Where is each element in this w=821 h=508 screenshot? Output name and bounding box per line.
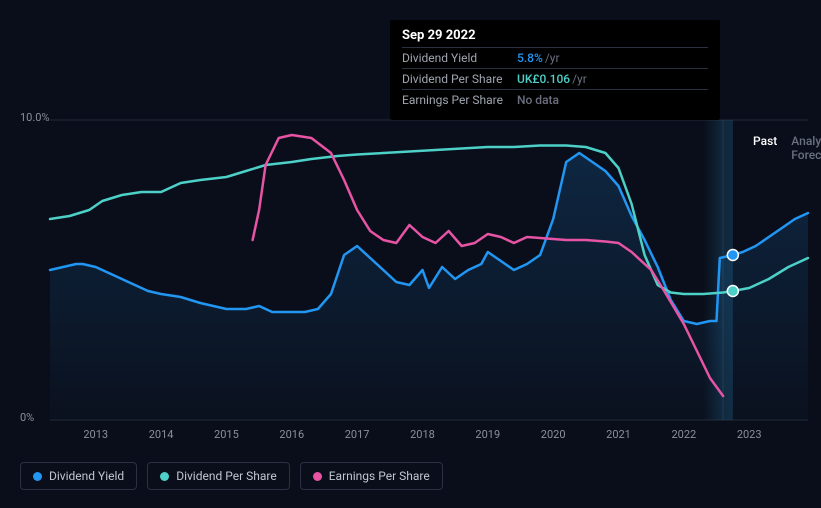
x-tick-label: 2016 xyxy=(279,428,304,441)
legend-dot-icon xyxy=(160,472,169,481)
tooltip-key: Dividend Per Share xyxy=(402,72,517,86)
legend-item[interactable]: Dividend Yield xyxy=(20,462,137,490)
tooltip-unit: /yr xyxy=(572,72,587,86)
legend-dot-icon xyxy=(33,472,42,481)
tooltip-value: No data xyxy=(517,93,559,107)
x-tick-label: 2014 xyxy=(149,428,174,441)
x-tick-label: 2013 xyxy=(83,428,108,441)
chart-container: 0% 10.0% 2013 2014 2015 2016 2017 2018 2019 2020… xyxy=(0,0,821,508)
x-tick-label: 2023 xyxy=(737,428,762,441)
x-tick-label: 2015 xyxy=(214,428,239,441)
x-tick-label: 2021 xyxy=(606,428,631,441)
legend-label: Dividend Per Share xyxy=(176,469,277,483)
x-axis: 2013 2014 2015 2016 2017 2018 2019 2020 2021 2022… xyxy=(0,428,821,446)
tooltip-value: 5.8% xyxy=(517,51,543,65)
period-labels: Past Analysts Forec xyxy=(753,134,821,162)
x-tick-label: 2019 xyxy=(475,428,500,441)
period-forecast-label: Analysts Forec xyxy=(791,134,821,162)
tooltip-value: UK£0.106 xyxy=(517,72,570,86)
legend-dot-icon xyxy=(313,472,322,481)
legend-item[interactable]: Dividend Per Share xyxy=(147,462,290,490)
y-tick-label: 0% xyxy=(20,411,34,424)
tooltip-row: Earnings Per ShareNo data xyxy=(402,89,708,110)
tooltip-body: Dividend Yield5.8% /yrDividend Per Share… xyxy=(402,47,708,110)
x-tick-label: 2020 xyxy=(541,428,566,441)
tooltip-row: Dividend Yield5.8% /yr xyxy=(402,47,708,68)
legend-label: Dividend Yield xyxy=(49,469,124,483)
x-tick-label: 2017 xyxy=(345,428,370,441)
tooltip-row: Dividend Per ShareUK£0.106 /yr xyxy=(402,68,708,89)
legend: Dividend Yield Dividend Per Share Earnings… xyxy=(20,462,443,490)
legend-label: Earnings Per Share xyxy=(329,469,430,483)
x-tick-label: 2018 xyxy=(410,428,435,441)
period-past-label: Past xyxy=(753,134,777,162)
tooltip-key: Earnings Per Share xyxy=(402,93,517,107)
tooltip-key: Dividend Yield xyxy=(402,51,517,65)
y-tick-label: 10.0% xyxy=(20,111,50,124)
legend-item[interactable]: Earnings Per Share xyxy=(300,462,443,490)
x-tick-label: 2022 xyxy=(671,428,696,441)
tooltip-unit: /yr xyxy=(545,51,560,65)
tooltip-title: Sep 29 2022 xyxy=(402,28,708,47)
tooltip: Sep 29 2022 Dividend Yield5.8% /yrDivide… xyxy=(390,20,720,120)
